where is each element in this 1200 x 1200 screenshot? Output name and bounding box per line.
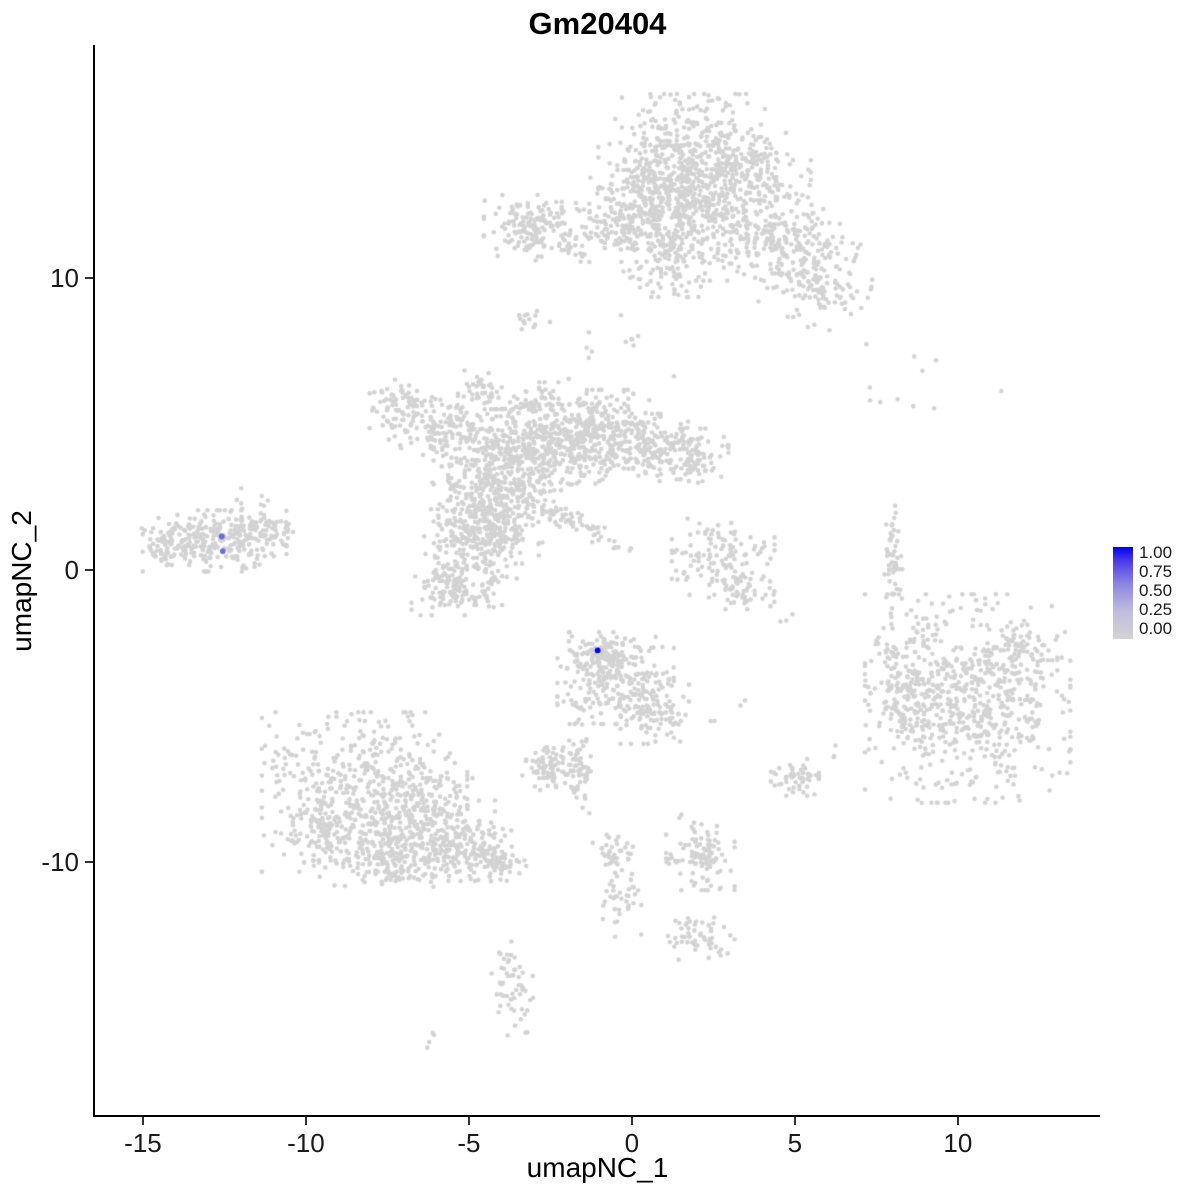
y-tick-mark — [85, 569, 93, 572]
y-tick-label: 0 — [64, 555, 79, 586]
x-tick-label: -10 — [287, 1128, 325, 1158]
x-tick-mark — [630, 1117, 633, 1125]
x-tick-mark — [467, 1117, 470, 1125]
x-tick-mark — [956, 1117, 959, 1125]
x-tick-mark — [793, 1117, 796, 1125]
x-tick-label: 0 — [624, 1128, 640, 1158]
chart-title: Gm20404 — [528, 6, 667, 41]
y-tick-mark — [85, 861, 93, 864]
y-tick-mark — [85, 277, 93, 280]
legend-label: 1.00 — [1139, 543, 1173, 562]
legend-gradient-bar — [1113, 547, 1133, 639]
x-tick-label: 5 — [787, 1128, 803, 1158]
x-axis-line — [93, 1115, 1100, 1117]
x-tick-label: -15 — [124, 1128, 162, 1158]
x-tick-mark — [304, 1117, 307, 1125]
x-tick-mark — [141, 1117, 144, 1125]
x-axis-title: umapNC_1 — [526, 1152, 669, 1183]
y-tick-label: 10 — [50, 263, 79, 294]
x-tick-label: 10 — [943, 1128, 973, 1158]
legend-label: 0.00 — [1139, 619, 1173, 638]
y-axis-line — [93, 45, 95, 1117]
legend-label: 0.75 — [1139, 562, 1173, 581]
expression-legend: 1.00 0.75 0.50 0.25 0.00 — [1113, 543, 1193, 645]
x-tick-label: -5 — [457, 1128, 481, 1158]
legend-label: 0.50 — [1139, 581, 1173, 600]
legend-label: 0.25 — [1139, 600, 1173, 619]
y-tick-label: -10 — [41, 847, 79, 878]
